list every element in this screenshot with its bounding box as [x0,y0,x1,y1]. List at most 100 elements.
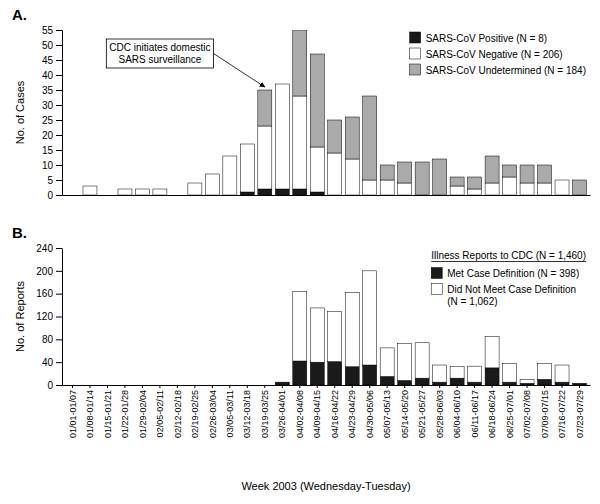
bar [398,343,412,380]
tick: 01/29-02/04 [138,385,148,438]
tick: 07/16-07/22 [557,385,567,438]
bar [555,382,569,385]
bar [135,385,149,386]
bar [223,385,237,386]
bar [153,189,167,195]
tick: 04/30-05/06 [365,385,375,438]
tick: 10 [42,160,62,171]
bar [485,156,499,183]
tick-label: 0 [47,380,53,391]
bar [503,177,517,195]
bar [83,385,97,386]
bar [398,380,412,385]
tick-mark [352,385,353,388]
tick-mark [282,385,283,388]
x-axis [63,195,591,196]
bar [188,183,202,195]
tick-mark [457,385,458,388]
tick-label: 03/26-04/01 [277,390,287,438]
tick-mark [56,339,62,340]
chart-svg: 0510152025303540455055No. of CasesA.SARS… [0,0,600,504]
bar [293,189,307,195]
bar [520,165,534,183]
bar [135,189,149,190]
tick-label: 01/29-02/04 [138,390,148,438]
bar [468,366,482,382]
bar [380,376,394,385]
tick-mark [56,75,62,76]
bar [240,144,254,145]
tick: 04/02-04/08 [295,385,305,438]
tick-mark [107,385,108,388]
tick-mark [544,385,545,388]
bar [275,189,289,195]
bar [520,183,534,195]
tick: 06/25-07/01 [505,385,515,438]
bar [188,385,202,386]
panel-1: 0408012016020024001/01-01/0701/08-01/140… [12,224,591,492]
tick-mark [439,385,440,388]
tick: 07/09-07/15 [540,385,550,438]
tick-mark [56,45,62,46]
tick: 01/01-01/07 [68,385,78,438]
bar [170,195,184,196]
tick-mark [247,385,248,388]
tick: 02/26-03/04 [208,385,218,438]
tick-label: 05/21-05/27 [417,390,427,438]
bar [100,385,114,386]
tick-mark [56,60,62,61]
bar [538,379,552,385]
tick-mark [264,385,265,388]
bar [433,382,447,385]
tick-mark [56,385,62,386]
bars [83,30,587,195]
tick-mark [56,120,62,121]
tick-label: 04/16-04/22 [330,390,340,438]
tick-mark [369,385,370,388]
bar [65,195,79,196]
tick-label: 01/08-01/14 [85,390,95,438]
tick-label: 05/14-05/20 [400,390,410,438]
bar [118,385,132,386]
bar [170,195,184,196]
legend-swatch [410,64,421,75]
tick-label: 10 [42,160,54,171]
bar [468,177,482,189]
tick-mark [509,385,510,388]
tick-mark [142,385,143,388]
bar [485,368,499,385]
tick: 02/12-02/18 [173,385,183,438]
tick: 0 [47,380,62,391]
bar [380,165,394,180]
tick-label: 20 [42,130,54,141]
tick: 5 [47,175,62,186]
bar [555,180,569,181]
bar [345,293,359,367]
bar [240,385,254,386]
tick: 06/18-06/24 [487,385,497,438]
bar [520,383,534,385]
tick-mark [334,385,335,388]
tick: 01/15-01/21 [103,385,113,438]
bar [223,385,237,386]
tick-mark [387,385,388,388]
bar [258,126,272,189]
bar [135,189,149,195]
tick-label: 07/02-07/08 [522,390,532,438]
bars [275,271,586,385]
bar [310,147,324,192]
tick-mark [56,317,62,318]
bar [293,291,307,361]
tick-label: 35 [42,85,54,96]
bar [503,382,517,385]
bar [538,363,552,379]
legend-swatch [410,48,421,59]
tick-mark [579,385,580,388]
tick: 03/12-03/18 [242,385,252,438]
bar [328,153,342,195]
text-line: SARS-CoV Positive (N = 8) [426,33,547,44]
tick: 07/23-07/29 [575,385,585,438]
tick-label: 40 [42,357,54,368]
bar [83,186,97,195]
panel-title: A. [12,6,27,23]
